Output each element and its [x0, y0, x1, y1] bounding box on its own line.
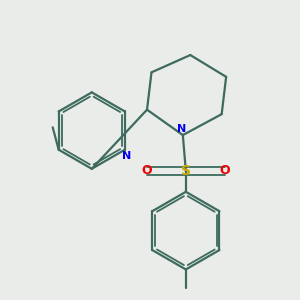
Text: O: O	[142, 164, 152, 177]
Text: S: S	[181, 164, 191, 178]
Text: O: O	[219, 164, 230, 177]
Text: N: N	[122, 151, 131, 161]
Text: N: N	[177, 124, 186, 134]
